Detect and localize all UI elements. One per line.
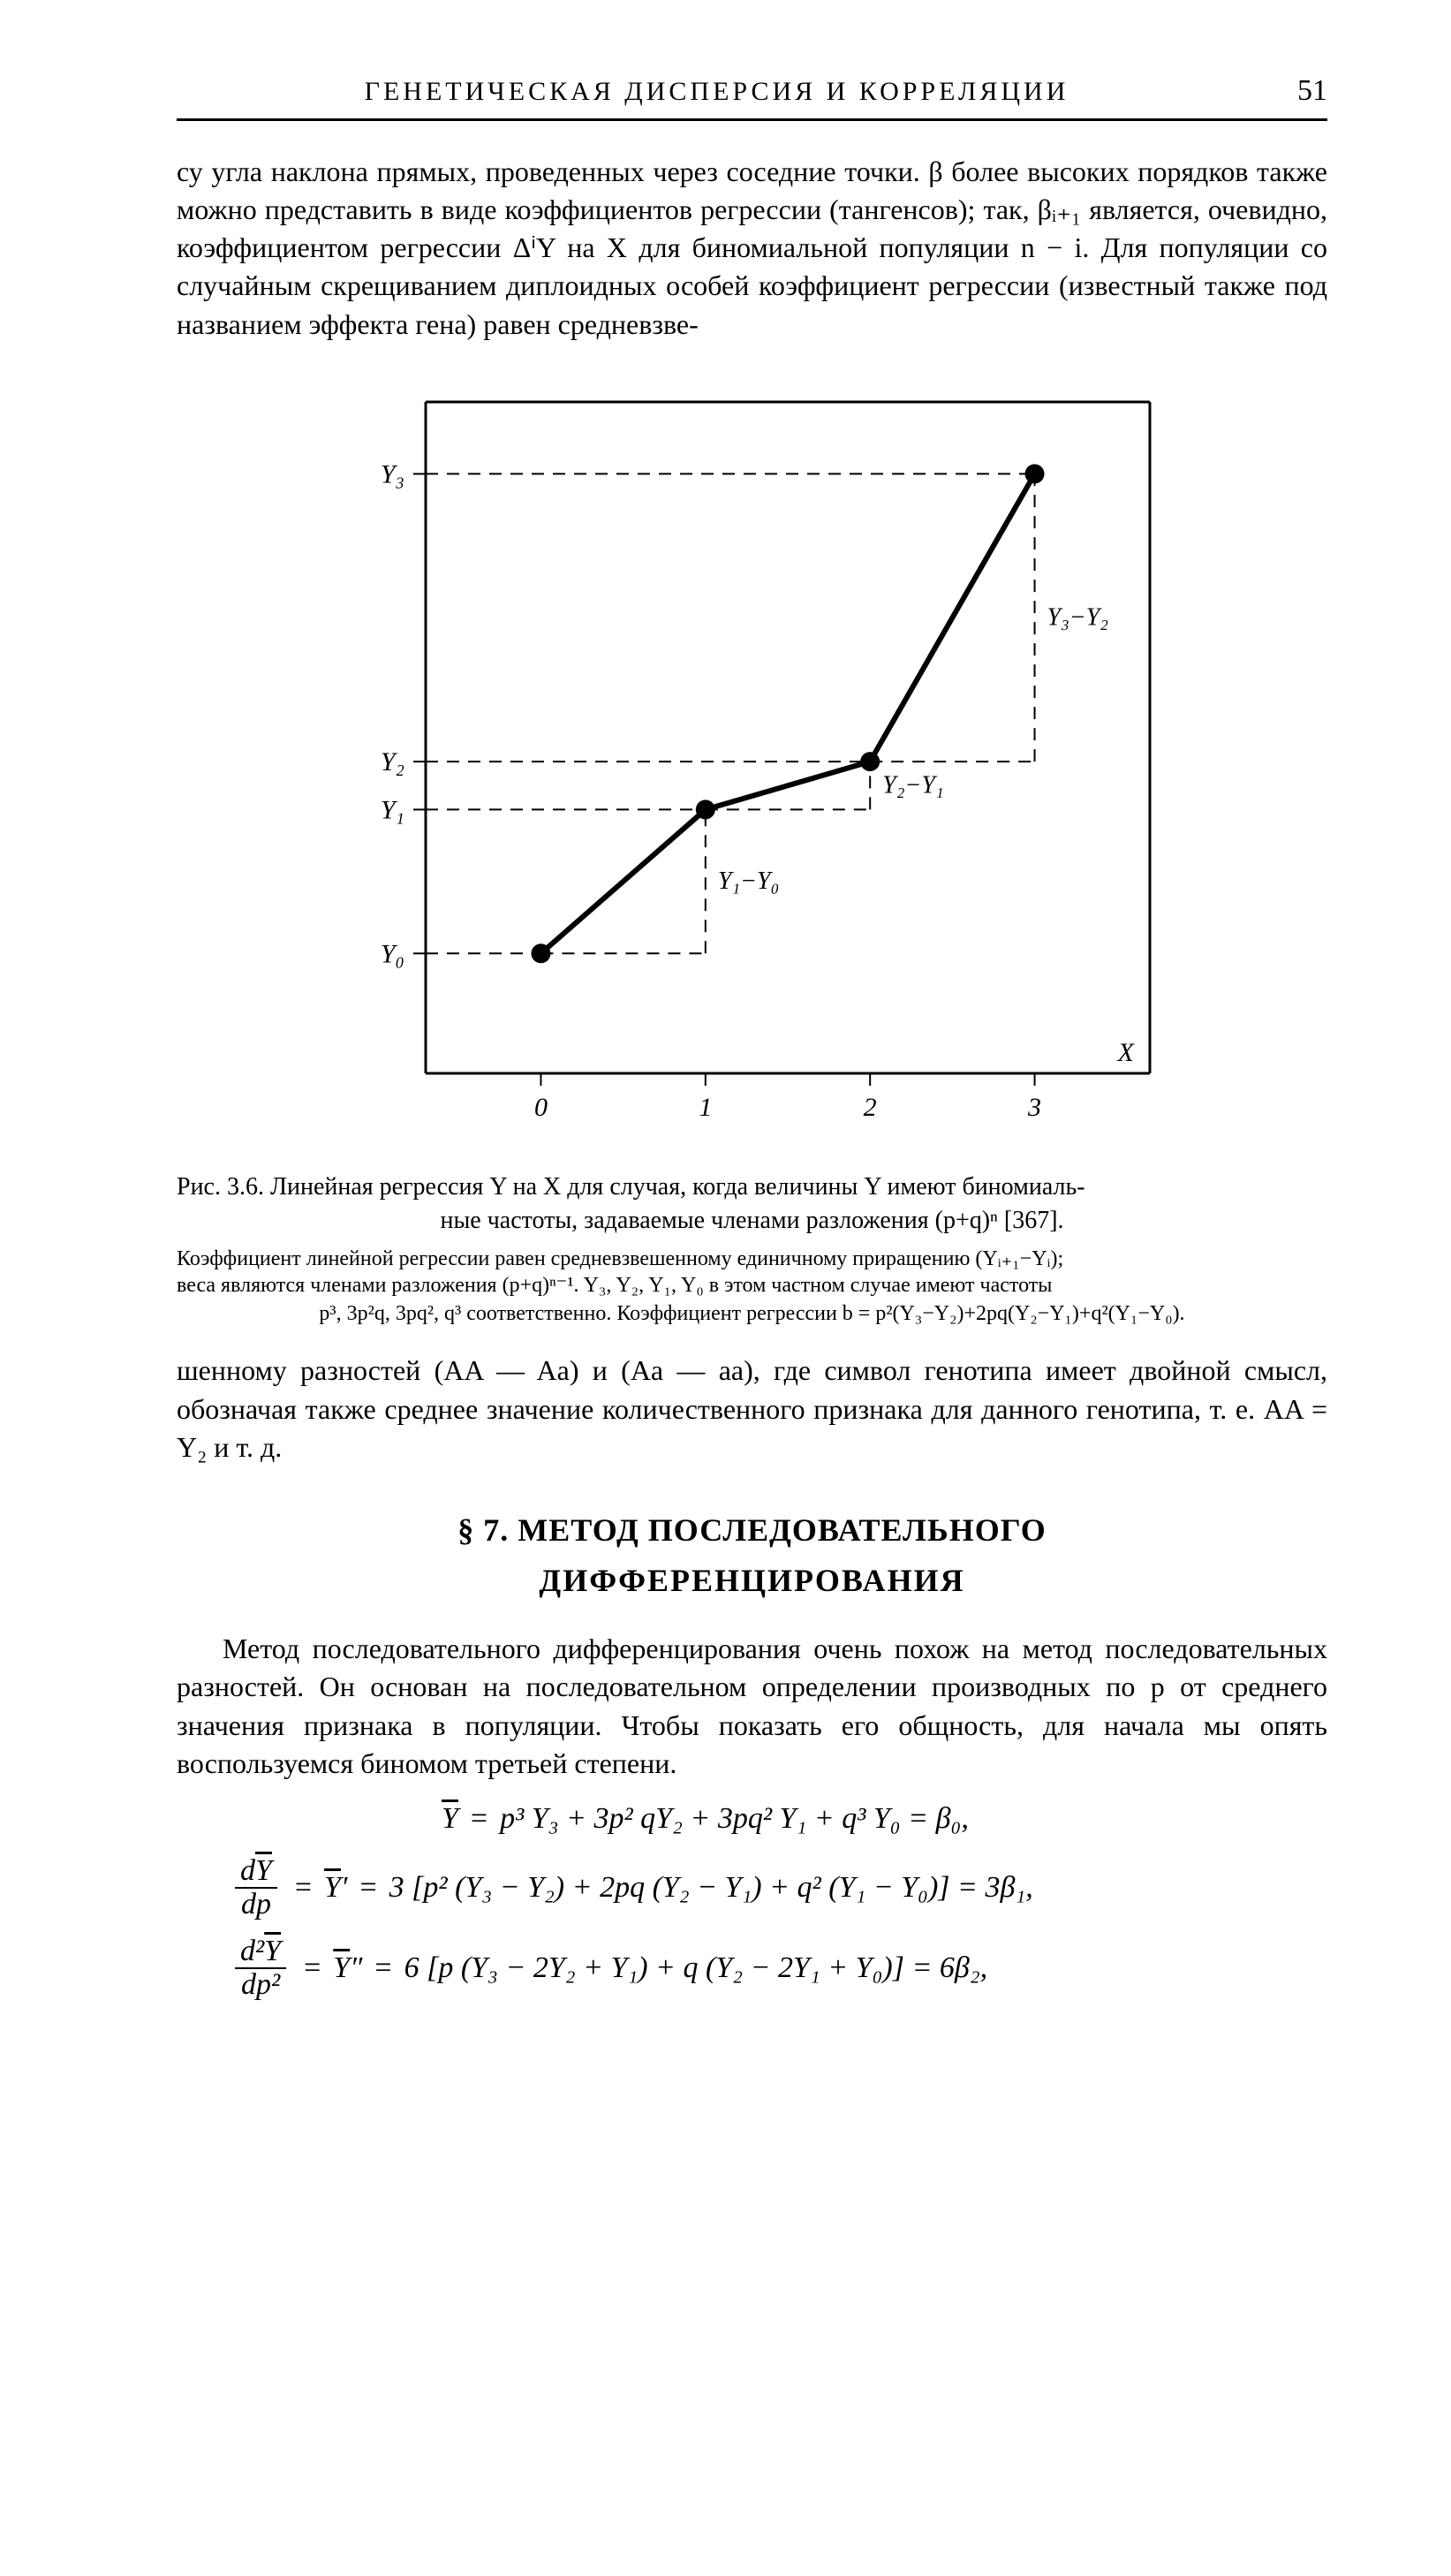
svg-text:2: 2 [863, 1093, 876, 1122]
svg-text:Y₃−Y₂: Y₃−Y₂ [1047, 603, 1108, 631]
eq3-fraction: d²Y dp² [235, 1936, 286, 2000]
svg-text:1: 1 [699, 1093, 712, 1122]
eq2-rhs: 3 [p² (Y₃ − Y₂) + 2pq (Y₂ − Y₁) + q² (Y₁… [389, 1868, 1033, 1908]
svg-text:0: 0 [533, 1093, 547, 1122]
paragraph-3: Метод последовательного дифференцировани… [177, 1630, 1327, 1783]
regression-chart: Y₀ Y₁ Y₂ Y₃ 0 1 2 3 X Y₁−Y₀ Y₂−Y₁ Y₃−Y₂ [311, 375, 1194, 1153]
svg-text:3: 3 [1027, 1093, 1041, 1122]
section-title-1: МЕТОД ПОСЛЕДОВАТЕЛЬНОГО [518, 1512, 1046, 1548]
section-number: § 7. [457, 1512, 509, 1548]
eq1-rhs: p³ Y₃ + 3p² qY₂ + 3pq² Y₁ + q³ Y₀ = β₀, [500, 1799, 969, 1839]
paragraph-1: су угла наклона прямых, проведенных чере… [177, 153, 1327, 344]
figure-caption-line1: Рис. 3.6. Линейная регрессия Y на X для … [177, 1173, 1085, 1201]
equation-2: dY dp = Y′ = 3 [p² (Y₃ − Y₂) + 2pq (Y₂ −… [230, 1855, 1327, 1920]
svg-text:Y₁−Y₀: Y₁−Y₀ [717, 868, 779, 895]
figure-caption-line2: ные частоты, задаваемые членами разложен… [177, 1204, 1327, 1238]
figure-sub-line2: веса являются членами разложения (p+q)ⁿ⁻… [177, 1274, 1052, 1297]
figure-sub-line3: p³, 3p²q, 3pq², q³ соответственно. Коэфф… [177, 1300, 1327, 1327]
eq1-ybar: Y [442, 1802, 458, 1835]
equation-block: Y= p³ Y₃ + 3p² qY₂ + 3pq² Y₁ + q³ Y₀ = β… [230, 1799, 1327, 2001]
svg-text:X: X [1116, 1038, 1135, 1067]
page-number: 51 [1257, 71, 1327, 111]
running-head: ГЕНЕТИЧЕСКАЯ ДИСПЕРСИЯ И КОРРЕЛЯЦИИ 51 [177, 71, 1327, 111]
section-heading-line2: ДИФФЕРЕНЦИРОВАНИЯ [177, 1559, 1327, 1602]
figure-subcaption: Коэффициент линейной регрессии равен сре… [177, 1246, 1327, 1327]
header-rule [177, 118, 1327, 121]
equation-1: Y= p³ Y₃ + 3p² qY₂ + 3pq² Y₁ + q³ Y₀ = β… [442, 1799, 1327, 1839]
figure-sub-line1: Коэффициент линейной регрессии равен сре… [177, 1247, 1063, 1270]
svg-text:Y₃: Y₃ [380, 459, 404, 489]
svg-text:Y₂: Y₂ [380, 747, 404, 777]
eq3-rhs: 6 [p (Y₃ − 2Y₂ + Y₁) + q (Y₂ − 2Y₁ + Y₀)… [404, 1948, 988, 1989]
figure-3-6: Y₀ Y₁ Y₂ Y₃ 0 1 2 3 X Y₁−Y₀ Y₂−Y₁ Y₃−Y₂ [311, 375, 1194, 1153]
paragraph-2: шенному разностей (AA — Aa) и (Aa — aa),… [177, 1352, 1327, 1466]
page: ГЕНЕТИЧЕСКАЯ ДИСПЕРСИЯ И КОРРЕЛЯЦИИ 51 с… [0, 0, 1451, 2576]
eq2-fraction: dY dp [235, 1855, 277, 1920]
section-heading-line1: § 7. МЕТОД ПОСЛЕДОВАТЕЛЬНОГО [177, 1509, 1327, 1552]
figure-caption: Рис. 3.6. Линейная регрессия Y на X для … [177, 1171, 1327, 1238]
svg-text:Y₀: Y₀ [380, 939, 404, 968]
running-title: ГЕНЕТИЧЕСКАЯ ДИСПЕРСИЯ И КОРРЕЛЯЦИИ [177, 74, 1257, 110]
svg-text:Y₂−Y₁: Y₂−Y₁ [882, 771, 944, 799]
equation-3: d²Y dp² = Y″ = 6 [p (Y₃ − 2Y₂ + Y₁) + q … [230, 1936, 1327, 2000]
svg-text:Y₁: Y₁ [380, 795, 404, 824]
